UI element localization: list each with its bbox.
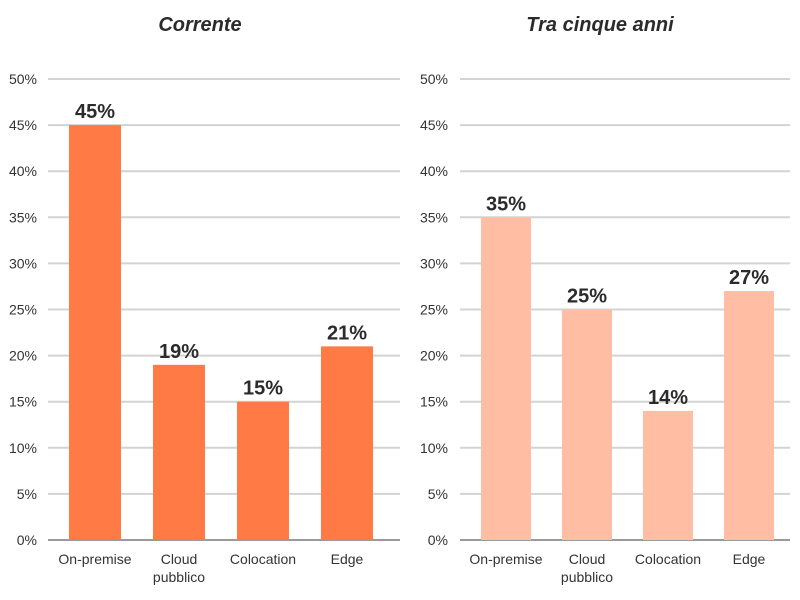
chart-panel-five-years: Tra cinque anni 0% 5% 10% 15% 20% 25% 30% 35% 40… bbox=[400, 0, 800, 600]
y-tick-label: 20% bbox=[420, 348, 448, 364]
y-tick-label: 5% bbox=[428, 486, 448, 502]
bar bbox=[724, 291, 774, 540]
y-tick-label: 0% bbox=[17, 532, 37, 548]
chart-title: Tra cinque anni bbox=[526, 14, 674, 36]
y-tick-label: 10% bbox=[420, 440, 448, 456]
bar bbox=[237, 401, 289, 540]
data-label: 35% bbox=[486, 193, 526, 215]
bar bbox=[321, 346, 373, 540]
y-tick-label: 40% bbox=[420, 163, 448, 179]
category-label: Cloud pubblico bbox=[153, 551, 205, 585]
category-label: Edge bbox=[331, 551, 364, 567]
category-label: Edge bbox=[733, 551, 766, 567]
data-label: 45% bbox=[75, 101, 115, 123]
y-tick-label: 50% bbox=[9, 71, 37, 87]
category-label: On-premise bbox=[469, 551, 542, 567]
data-label: 15% bbox=[243, 378, 283, 400]
bar bbox=[69, 125, 121, 540]
y-tick-label: 35% bbox=[9, 209, 37, 225]
bar-chart-five-years: 0% 5% 10% 15% 20% 25% 30% 35% 40% 45% 50% 35% On-pre… bbox=[420, 71, 790, 585]
data-label: 27% bbox=[729, 267, 769, 289]
y-tick-label: 10% bbox=[9, 440, 37, 456]
y-tick-label: 30% bbox=[420, 255, 448, 271]
y-tick-label: 0% bbox=[428, 532, 448, 548]
bar bbox=[481, 217, 531, 541]
chart-title: Corrente bbox=[158, 14, 242, 36]
y-tick-label: 15% bbox=[420, 394, 448, 410]
category-label: Cloud pubblico bbox=[561, 551, 613, 585]
bar bbox=[153, 364, 205, 540]
y-tick-label: 20% bbox=[9, 348, 37, 364]
data-label: 21% bbox=[327, 322, 367, 344]
y-tick-label: 30% bbox=[9, 255, 37, 271]
bar bbox=[643, 410, 693, 540]
y-tick-label: 50% bbox=[420, 71, 448, 87]
y-tick-label: 35% bbox=[420, 209, 448, 225]
bar bbox=[562, 309, 612, 540]
y-tick-label: 45% bbox=[420, 117, 448, 133]
chart-panel-current: Corrente 0% 5% 10% 15% 20% 25% 30% 35% 40% 45% 50%… bbox=[9, 14, 400, 585]
y-tick-label: 15% bbox=[9, 394, 37, 410]
category-label: Colocation bbox=[635, 551, 701, 567]
category-label: On-premise bbox=[58, 551, 131, 567]
y-tick-label: 45% bbox=[9, 117, 37, 133]
y-tick-label: 5% bbox=[17, 486, 37, 502]
y-tick-label: 25% bbox=[9, 302, 37, 318]
data-label: 14% bbox=[648, 387, 688, 409]
data-label: 19% bbox=[159, 341, 199, 363]
data-label: 25% bbox=[567, 286, 607, 308]
bar-chart-current: 0% 5% 10% 15% 20% 25% 30% 35% 40% 45% 50% 45% On-pre… bbox=[9, 71, 400, 585]
category-label: Colocation bbox=[230, 551, 296, 567]
y-tick-label: 25% bbox=[420, 302, 448, 318]
y-tick-label: 40% bbox=[9, 163, 37, 179]
